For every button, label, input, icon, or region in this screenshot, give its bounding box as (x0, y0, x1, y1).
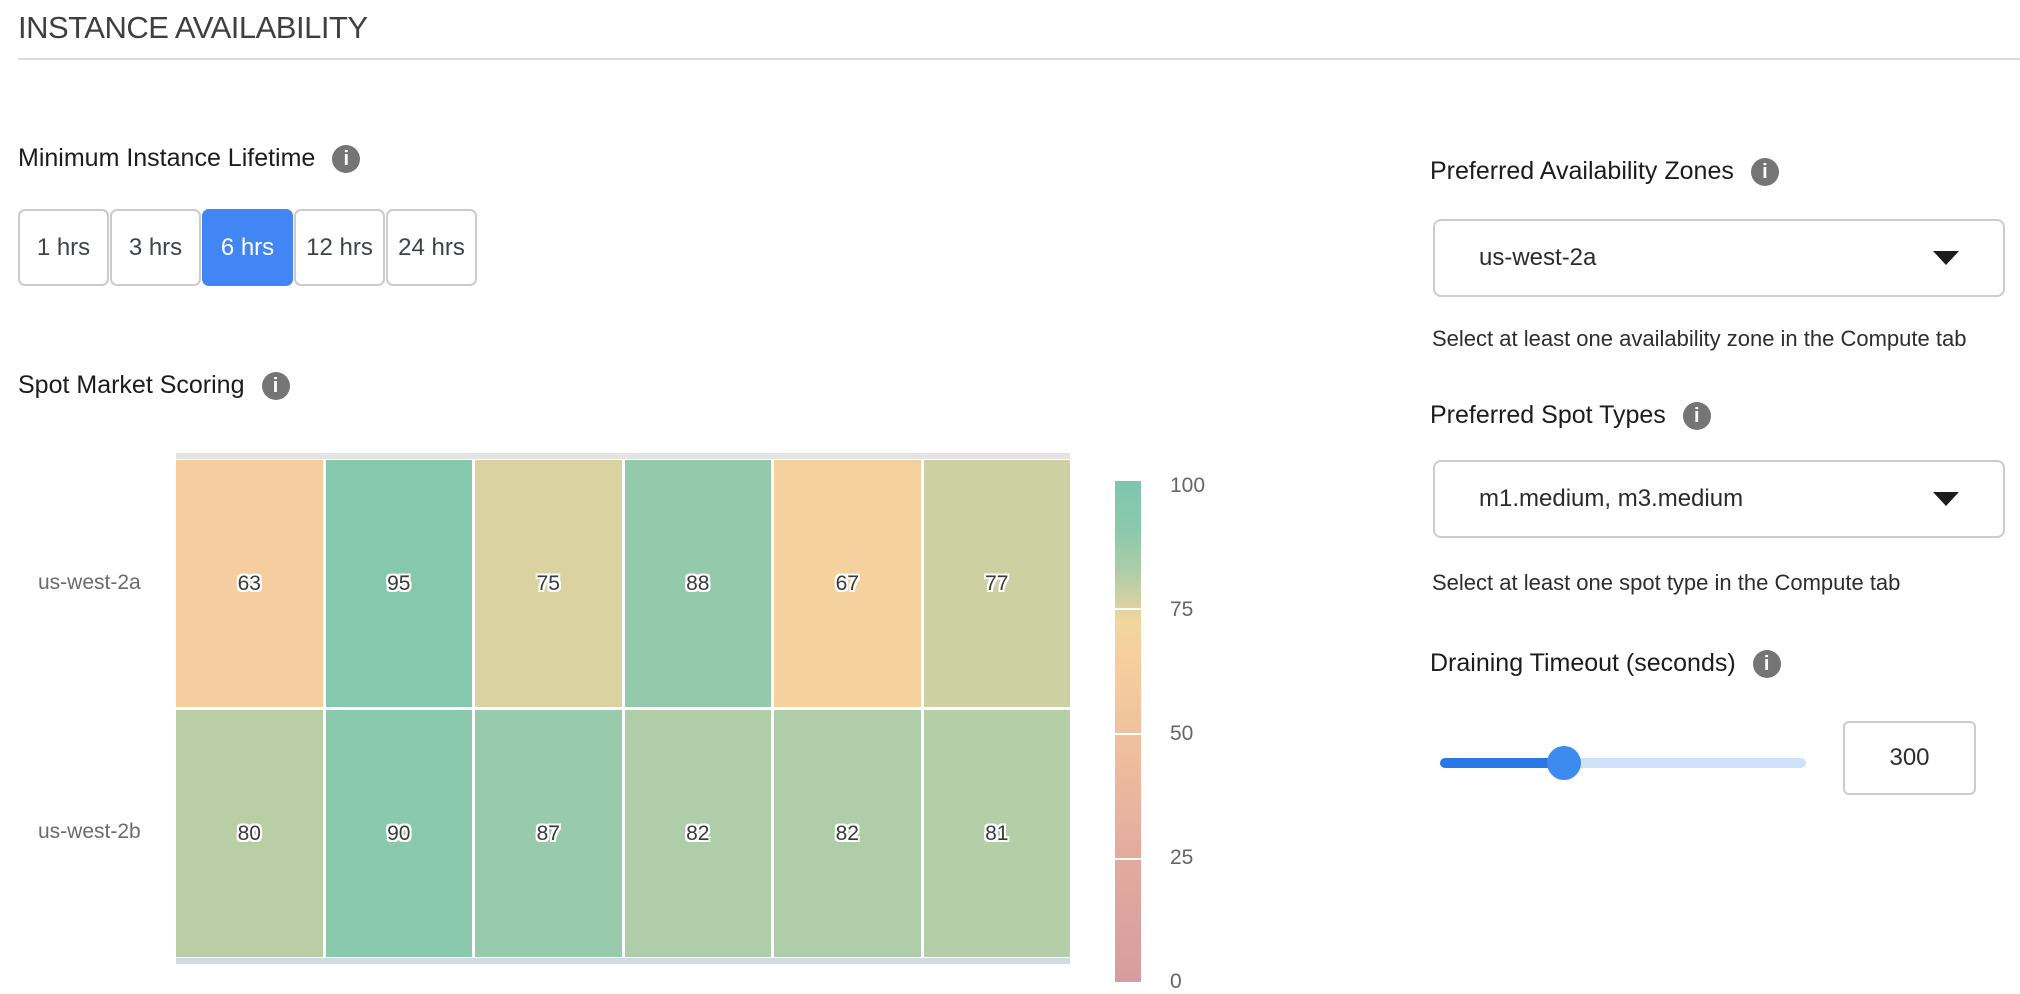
minimum-instance-lifetime-label: Minimum Instance Lifetime i (18, 144, 361, 173)
heatmap-cell-us-west-2b-c6: 81 (923, 710, 1070, 957)
heatmap-colorbar (1115, 481, 1141, 982)
heatmap-cell-us-west-2b-c2: 90 (325, 710, 472, 957)
info-icon[interactable]: i (261, 371, 290, 400)
heatmap-cell-us-west-2b-c5: 82 (774, 710, 921, 957)
heatmap-cell-us-west-2a-c3: 75 (475, 460, 622, 707)
colorbar-tick-0: 0 (1170, 970, 1182, 993)
spot-market-scoring-text: Spot Market Scoring (18, 371, 245, 399)
heatmap-cell-us-west-2a-c5: 67 (774, 460, 921, 707)
header-divider (18, 58, 2020, 60)
preferred-spot-types-label: Preferred Spot Types i (1430, 401, 1711, 430)
heatmap-cell-us-west-2a-c1: 63 (176, 460, 323, 707)
info-icon[interactable]: i (1752, 649, 1781, 678)
heatmap-cell-us-west-2a-c2: 95 (325, 460, 472, 707)
colorbar-separator (1115, 858, 1141, 860)
heatmap-row-label-us-west-2a: us-west-2a (38, 571, 141, 594)
spot-types-value: m1.medium, m3.medium (1479, 485, 1744, 512)
lifetime-button-group: 1 hrs 3 hrs 6 hrs 12 hrs 24 hrs (18, 209, 477, 286)
draining-timeout-text: Draining Timeout (seconds) (1430, 649, 1736, 677)
info-icon[interactable]: i (1682, 401, 1711, 430)
heatmap-axis-line (176, 958, 1070, 964)
heatmap-cell-us-west-2b-c4: 82 (624, 710, 771, 957)
slider-thumb[interactable] (1547, 746, 1582, 780)
heatmap-cell-us-west-2b-c1: 80 (176, 710, 323, 957)
availability-zones-helper: Select at least one availability zone in… (1432, 326, 1967, 351)
chevron-down-icon (1933, 251, 1959, 265)
lifetime-option-3-hrs[interactable]: 3 hrs (110, 209, 201, 286)
heatmap-cell-us-west-2b-c3: 87 (475, 710, 622, 957)
availability-zones-value: us-west-2a (1479, 244, 1597, 271)
chevron-down-icon (1933, 492, 1959, 506)
heatmap-cell-us-west-2a-c4: 88 (624, 460, 771, 707)
spot-types-helper: Select at least one spot type in the Com… (1432, 570, 1901, 595)
lifetime-option-24-hrs[interactable]: 24 hrs (386, 209, 477, 286)
heatmap-row-label-us-west-2b: us-west-2b (38, 820, 141, 843)
colorbar-tick-100: 100 (1170, 474, 1206, 497)
colorbar-tick-50: 50 (1170, 722, 1194, 745)
minimum-instance-lifetime-text: Minimum Instance Lifetime (18, 144, 316, 172)
page-title: INSTANCE AVAILABILITY (18, 10, 368, 45)
info-icon[interactable]: i (1750, 157, 1779, 186)
info-icon[interactable]: i (332, 144, 361, 173)
lifetime-option-12-hrs[interactable]: 12 hrs (294, 209, 385, 286)
spot-market-scoring-label: Spot Market Scoring i (18, 371, 290, 400)
draining-timeout-slider[interactable] (1440, 746, 1806, 780)
preferred-spot-types-text: Preferred Spot Types (1430, 401, 1666, 429)
availability-zones-select[interactable]: us-west-2a (1433, 219, 2005, 297)
draining-timeout-label: Draining Timeout (seconds) i (1430, 649, 1781, 678)
lifetime-option-6-hrs[interactable]: 6 hrs (202, 209, 293, 286)
spot-types-select[interactable]: m1.medium, m3.medium (1433, 460, 2005, 538)
heatmap-grid: 63 95 75 88 67 77 80 90 87 82 82 81 (176, 460, 1070, 957)
colorbar-separator (1115, 608, 1141, 610)
slider-fill (1440, 758, 1565, 768)
colorbar-tick-25: 25 (1170, 846, 1194, 869)
preferred-availability-zones-text: Preferred Availability Zones (1430, 157, 1734, 185)
heatmap-cell-us-west-2a-c6: 77 (923, 460, 1070, 707)
spot-market-heatmap: 63 95 75 88 67 77 80 90 87 82 82 81 (176, 453, 1070, 964)
lifetime-option-1-hrs[interactable]: 1 hrs (18, 209, 109, 286)
colorbar-separator (1115, 733, 1141, 735)
heatmap-top-border (176, 453, 1070, 459)
draining-timeout-value: 300 (1889, 744, 1930, 771)
preferred-availability-zones-label: Preferred Availability Zones i (1430, 157, 1779, 186)
colorbar-tick-75: 75 (1170, 598, 1194, 621)
draining-timeout-input[interactable]: 300 (1843, 721, 1976, 795)
